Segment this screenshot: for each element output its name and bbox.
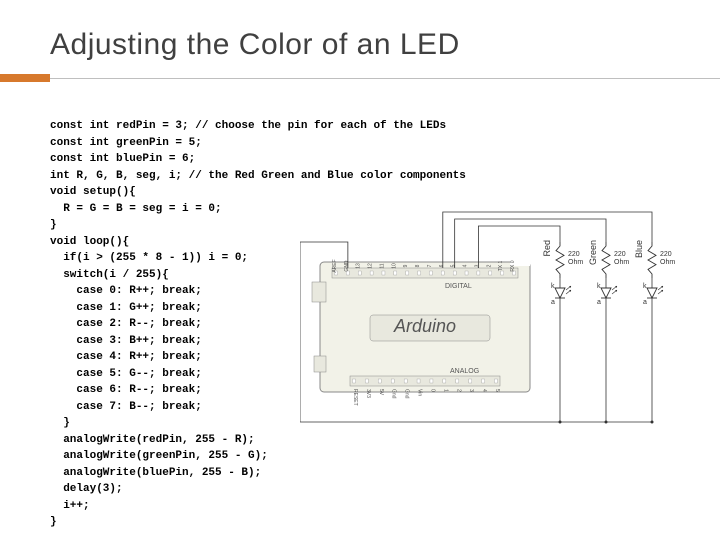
title-underline [0, 74, 720, 82]
content-area: const int redPin = 3; // choose the pin … [0, 82, 720, 531]
code-block: const int redPin = 3; // choose the pin … [50, 118, 720, 531]
accent-bar [0, 74, 50, 82]
page-title: Adjusting the Color of an LED [50, 28, 720, 62]
title-area: Adjusting the Color of an LED [0, 0, 720, 62]
gray-line [50, 78, 720, 79]
